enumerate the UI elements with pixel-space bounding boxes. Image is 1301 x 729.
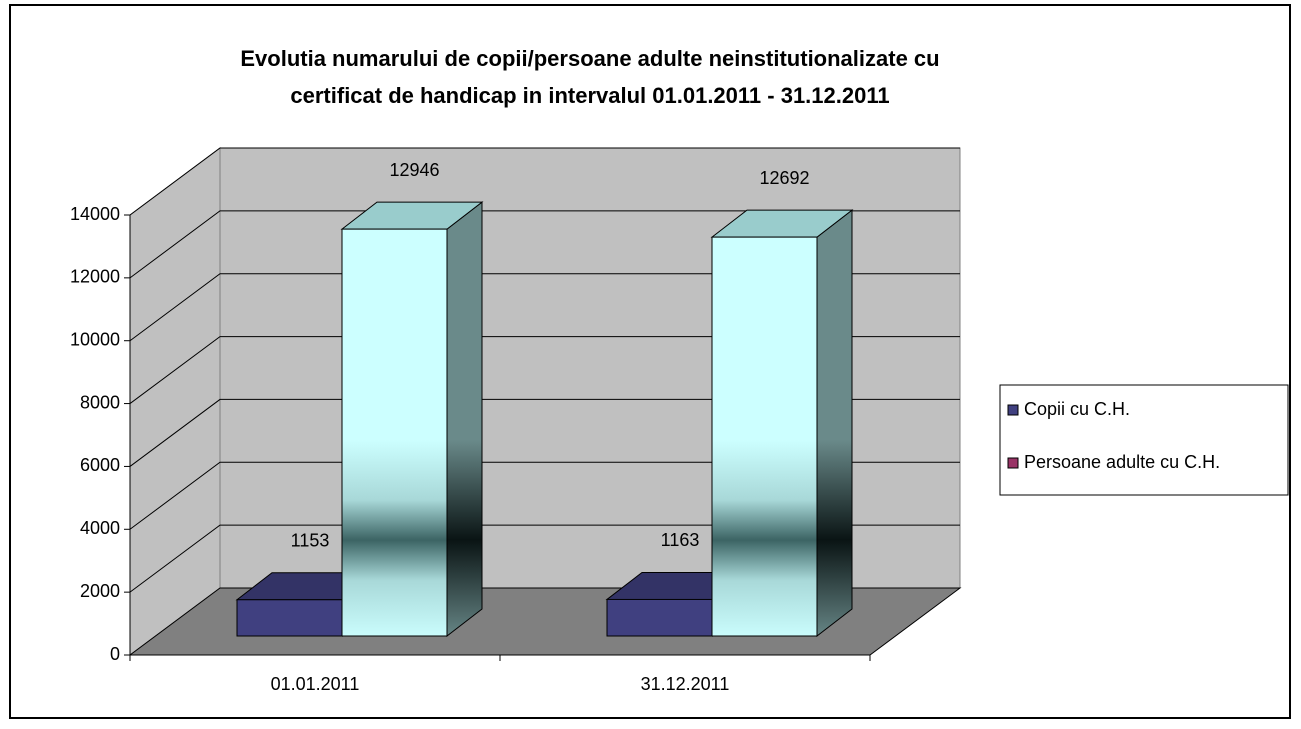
data-label: 12946 xyxy=(389,160,439,180)
bar xyxy=(341,228,448,637)
side-wall xyxy=(129,147,221,656)
y-tick-label: 12000 xyxy=(70,267,120,287)
legend-swatch xyxy=(1007,457,1019,469)
x-tick-label: 31.12.2011 xyxy=(641,674,730,694)
bar-side xyxy=(816,209,853,638)
y-tick-label: 8000 xyxy=(80,392,120,412)
data-label: 1163 xyxy=(661,530,700,550)
x-tick-label: 01.01.2011 xyxy=(271,674,360,694)
bar xyxy=(711,236,818,637)
y-tick-label: 4000 xyxy=(80,518,120,538)
legend-label: Copii cu C.H. xyxy=(1024,399,1130,419)
legend-label: Persoane adulte cu C.H. xyxy=(1024,452,1220,472)
y-tick-label: 0 xyxy=(110,644,120,664)
chart-title: certificat de handicap in intervalul 01.… xyxy=(290,83,889,108)
legend-box xyxy=(999,384,1289,496)
legend-swatch xyxy=(1007,404,1019,416)
bar xyxy=(606,598,714,637)
data-label: 12692 xyxy=(759,168,809,188)
y-tick-label: 10000 xyxy=(70,329,120,349)
y-tick-label: 6000 xyxy=(80,455,120,475)
y-tick-label: 2000 xyxy=(80,581,120,601)
y-tick-label: 14000 xyxy=(70,204,120,224)
grid-line xyxy=(129,210,960,279)
bar-side xyxy=(446,201,483,638)
data-label: 1153 xyxy=(291,531,330,551)
bar xyxy=(236,599,344,637)
chart-title: Evolutia numarului de copii/persoane adu… xyxy=(240,46,939,71)
grid-line xyxy=(129,147,960,216)
